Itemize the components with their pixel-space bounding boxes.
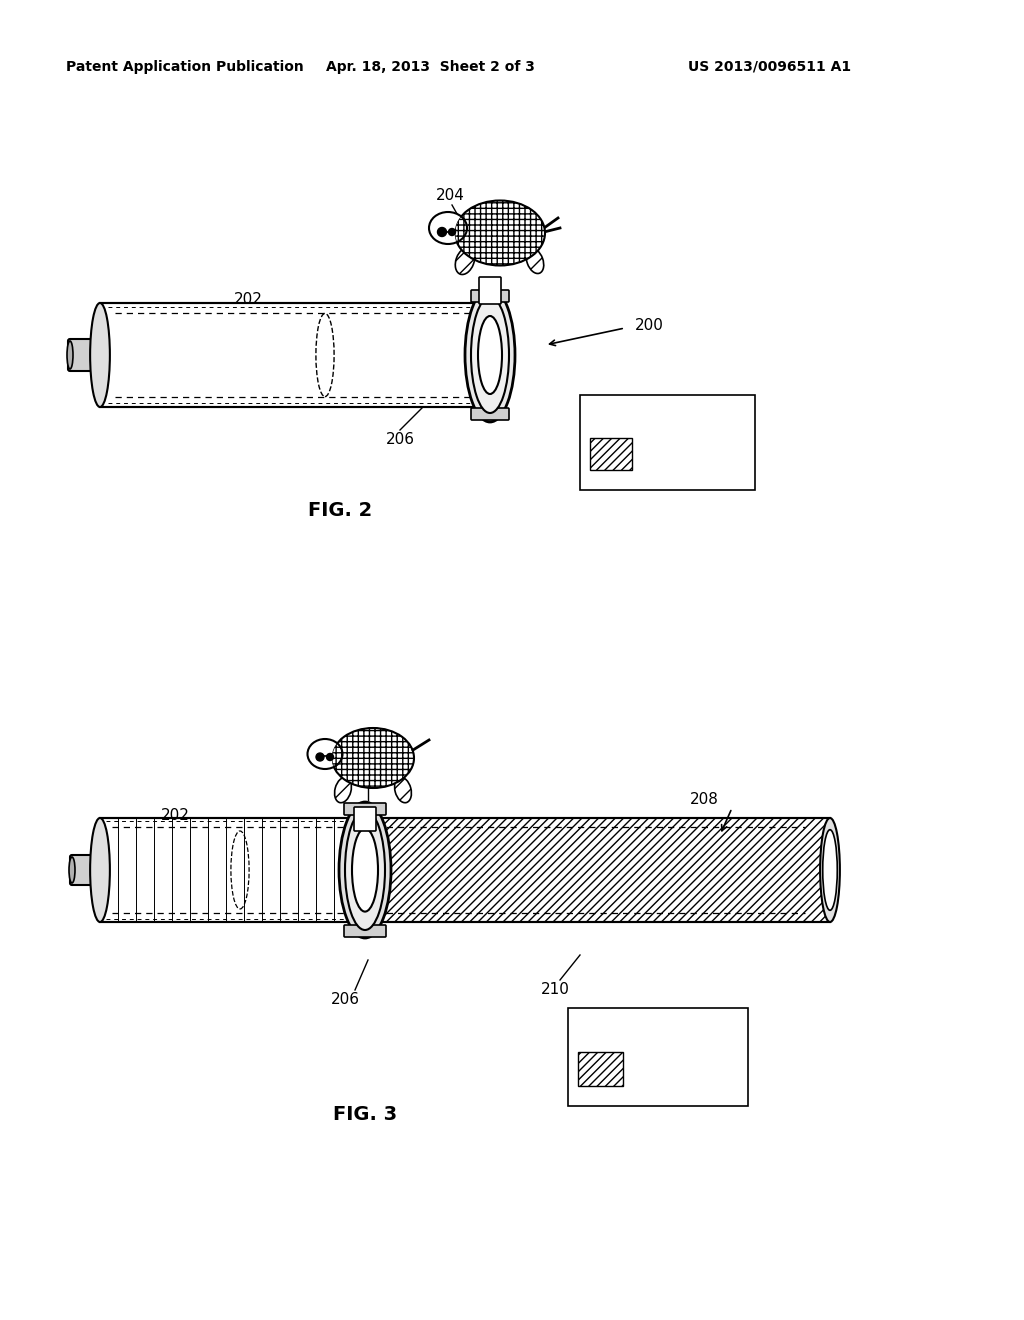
FancyBboxPatch shape [344, 925, 386, 937]
Text: = green: = green [652, 450, 708, 465]
Ellipse shape [822, 830, 838, 911]
Text: 202: 202 [161, 808, 189, 822]
Ellipse shape [478, 315, 502, 393]
Text: 210: 210 [541, 982, 569, 998]
Text: 204: 204 [350, 755, 380, 770]
Text: 206: 206 [331, 993, 359, 1007]
Ellipse shape [471, 297, 509, 413]
Text: Apr. 18, 2013  Sheet 2 of 3: Apr. 18, 2013 Sheet 2 of 3 [326, 59, 535, 74]
Text: Color Key: Color Key [625, 1020, 691, 1035]
Ellipse shape [69, 857, 75, 883]
Ellipse shape [455, 201, 545, 265]
FancyBboxPatch shape [580, 395, 755, 490]
Text: US 2013/0096511 A1: US 2013/0096511 A1 [688, 59, 852, 74]
FancyBboxPatch shape [471, 408, 509, 420]
Ellipse shape [437, 227, 446, 236]
Text: Color Key: Color Key [634, 408, 699, 422]
Ellipse shape [449, 228, 456, 235]
FancyBboxPatch shape [344, 803, 386, 814]
FancyBboxPatch shape [578, 1052, 623, 1086]
FancyBboxPatch shape [70, 855, 94, 884]
Ellipse shape [352, 829, 378, 912]
Ellipse shape [820, 818, 840, 921]
Ellipse shape [90, 818, 110, 921]
Text: 204: 204 [435, 187, 465, 202]
FancyBboxPatch shape [100, 304, 490, 407]
Ellipse shape [316, 752, 324, 762]
Text: 208: 208 [690, 792, 719, 808]
Ellipse shape [67, 341, 73, 370]
Ellipse shape [335, 777, 351, 803]
Ellipse shape [90, 304, 110, 407]
Ellipse shape [327, 754, 334, 760]
FancyBboxPatch shape [68, 339, 94, 371]
FancyBboxPatch shape [370, 818, 830, 921]
Ellipse shape [456, 247, 475, 275]
FancyBboxPatch shape [479, 277, 501, 304]
Ellipse shape [339, 803, 391, 939]
Ellipse shape [465, 288, 515, 422]
Ellipse shape [345, 810, 385, 931]
FancyBboxPatch shape [100, 818, 360, 921]
Text: Patent Application Publication: Patent Application Publication [67, 59, 304, 74]
Text: 200: 200 [635, 318, 664, 333]
Text: 206: 206 [385, 433, 415, 447]
Ellipse shape [429, 213, 467, 244]
Ellipse shape [332, 729, 414, 788]
Ellipse shape [394, 777, 412, 803]
FancyBboxPatch shape [590, 438, 632, 470]
Ellipse shape [526, 248, 544, 273]
Ellipse shape [307, 739, 342, 770]
Text: 202: 202 [233, 293, 262, 308]
Text: = green: = green [645, 1063, 701, 1077]
FancyBboxPatch shape [471, 290, 509, 302]
Text: FIG. 2: FIG. 2 [308, 500, 372, 520]
FancyBboxPatch shape [568, 1008, 748, 1106]
FancyBboxPatch shape [354, 807, 376, 832]
Text: FIG. 3: FIG. 3 [333, 1106, 397, 1125]
